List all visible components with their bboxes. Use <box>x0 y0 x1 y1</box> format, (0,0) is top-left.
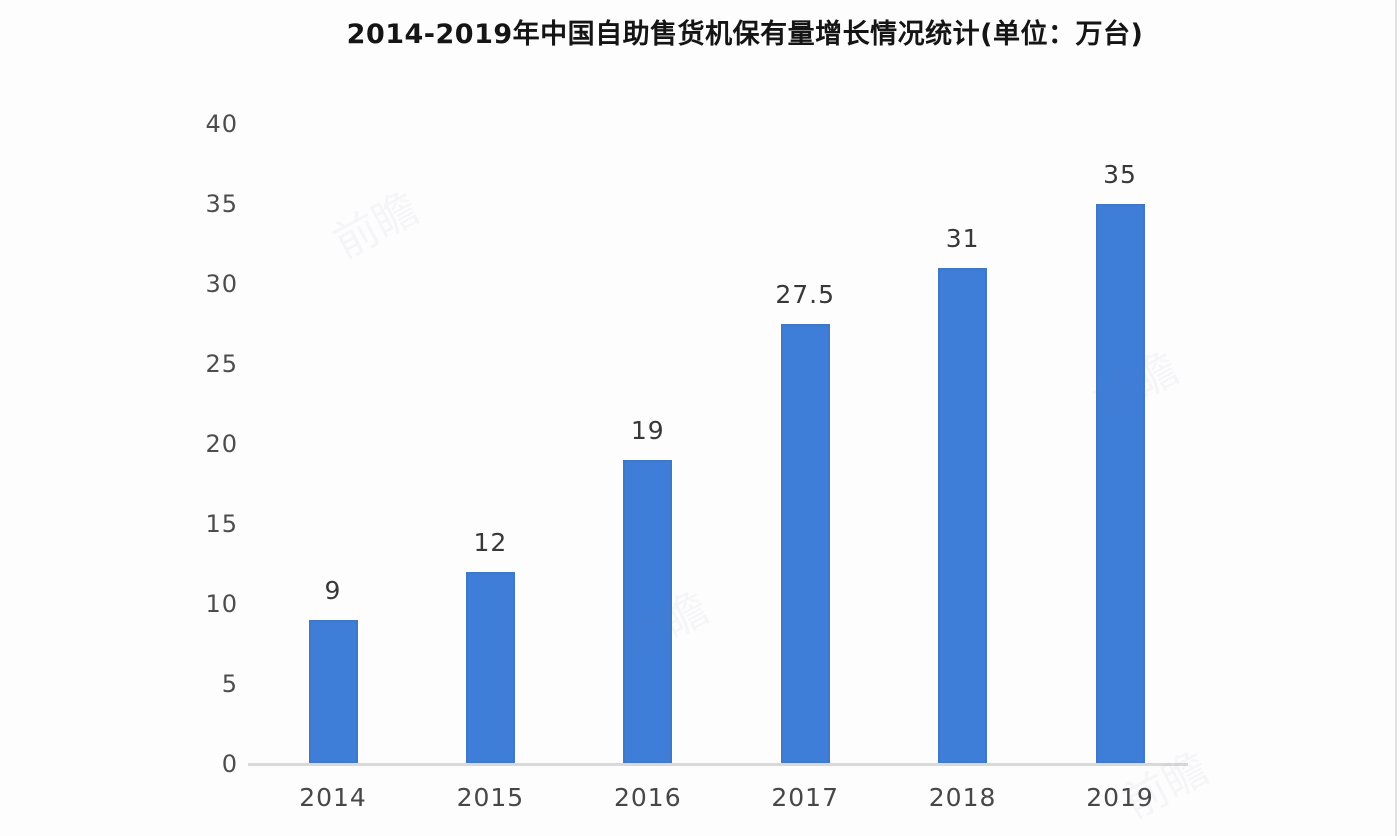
y-tick-label: 10 <box>205 590 238 618</box>
x-tick-label: 2016 <box>613 783 682 812</box>
screen-right-border <box>1395 0 1397 836</box>
y-tick-label: 25 <box>205 350 238 378</box>
bar <box>623 460 673 764</box>
y-tick-label: 30 <box>205 270 238 298</box>
bar <box>1095 204 1145 764</box>
y-tick-label: 0 <box>221 750 238 778</box>
bar <box>308 620 358 764</box>
x-tick-label: 2017 <box>771 783 839 812</box>
y-tick-label: 20 <box>205 430 238 458</box>
y-tick-label: 35 <box>205 190 238 218</box>
bar-value-label: 19 <box>630 416 665 445</box>
x-tick-label: 2015 <box>456 783 525 812</box>
x-tick-label: 2014 <box>299 783 367 812</box>
y-tick-label: 15 <box>205 510 238 538</box>
bar-value-label: 35 <box>1103 160 1137 189</box>
bar-value-label: 9 <box>324 576 342 605</box>
bar <box>938 268 988 764</box>
x-tick-label: 2019 <box>1086 783 1154 812</box>
watermark: 前瞻 <box>325 182 427 270</box>
bar-value-label: 27.5 <box>775 280 836 309</box>
x-tick-label: 2018 <box>928 783 997 812</box>
y-tick-label: 5 <box>221 670 238 698</box>
bar <box>780 324 830 764</box>
bar-value-label: 31 <box>945 224 980 253</box>
bar-value-label: 12 <box>473 528 508 557</box>
x-axis-line <box>248 763 1188 766</box>
y-tick-label: 40 <box>205 110 238 138</box>
chart-title: 2014-2019年中国自助售货机保有量增长情况统计(单位：万台) <box>346 19 1144 50</box>
bar <box>465 572 515 764</box>
